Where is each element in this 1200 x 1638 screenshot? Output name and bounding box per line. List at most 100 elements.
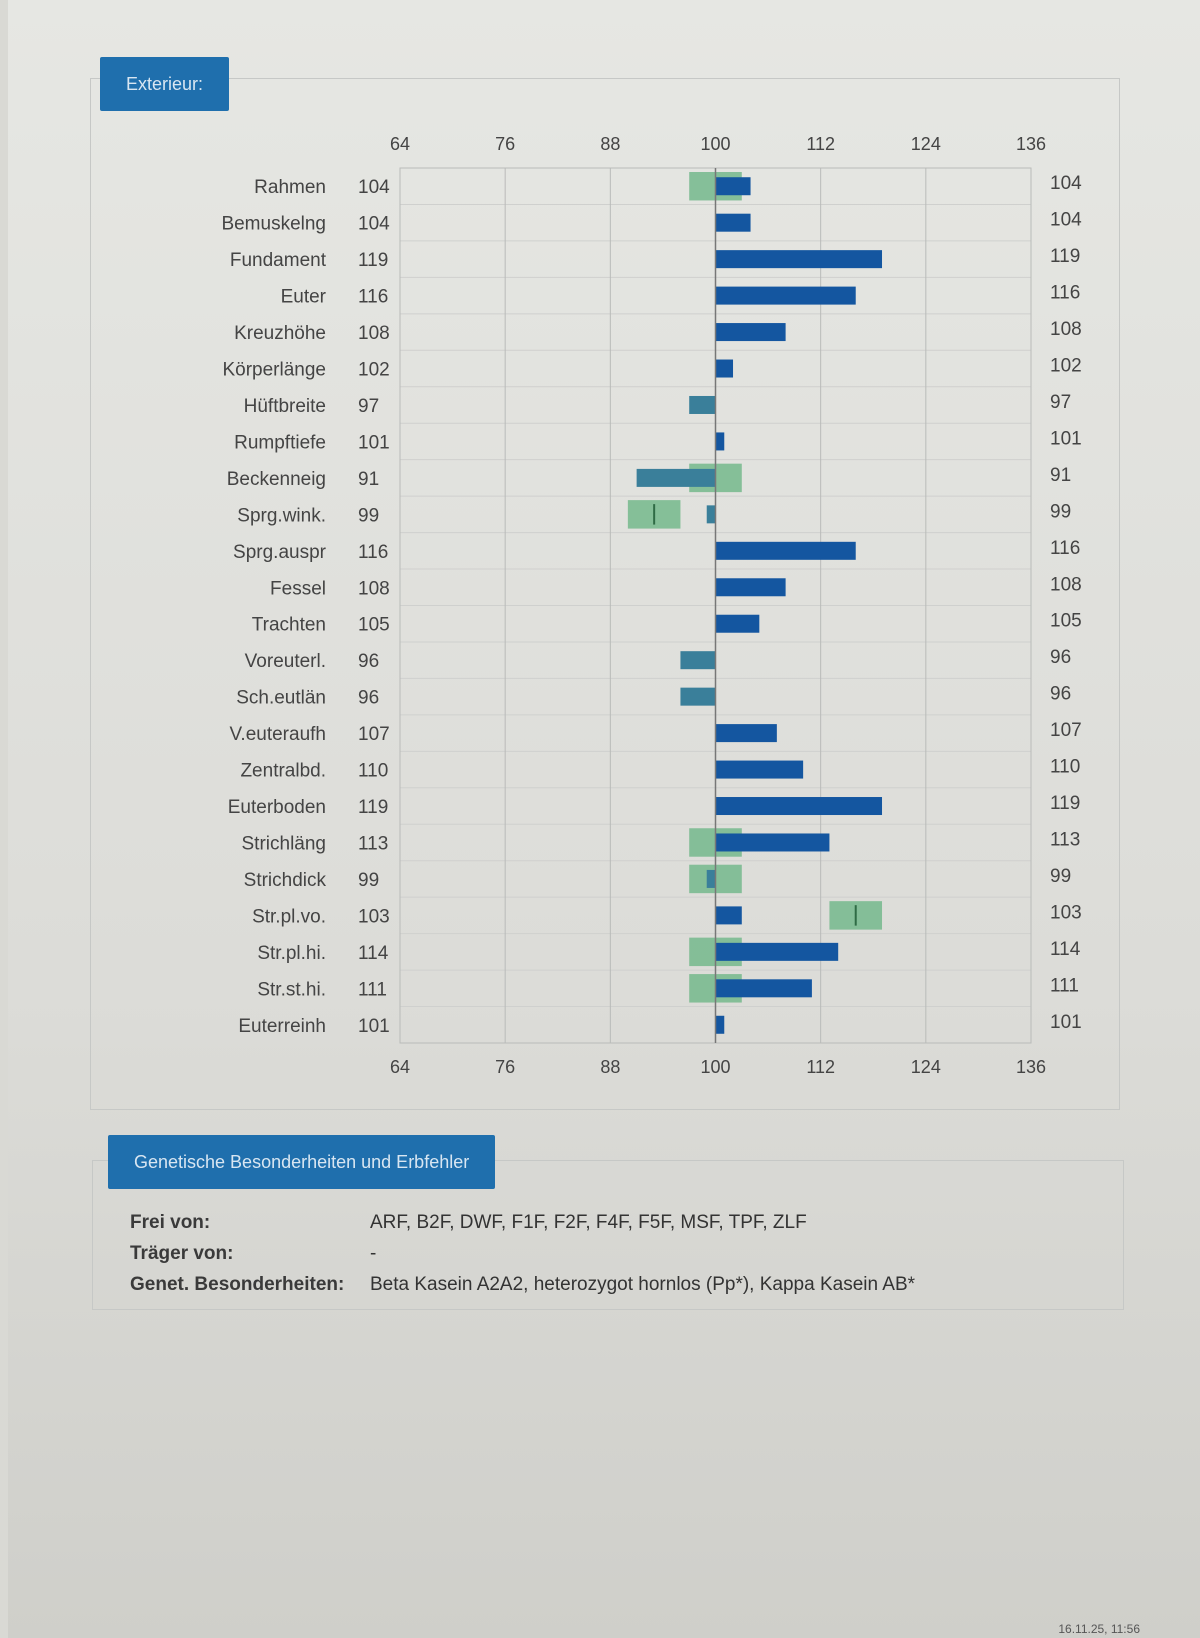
bar-Sprg.wink.	[706, 505, 716, 524]
genetics-panel	[92, 1160, 1124, 1310]
category-label: Fundament	[230, 250, 327, 271]
value-label-left: 105	[358, 615, 390, 636]
x-tick-label-top: 88	[600, 134, 620, 154]
row-value: -	[370, 1243, 377, 1264]
value-label-left: 107	[358, 724, 390, 745]
exterieur-panel	[90, 78, 1120, 1110]
bar-Kreuzhöhe	[715, 323, 786, 342]
bar-Strichläng	[715, 833, 830, 852]
bar-Strichdick	[706, 869, 716, 888]
value-label-right: 119	[1050, 793, 1080, 814]
bar-Fessel	[715, 578, 786, 597]
value-label-right: 97	[1050, 392, 1071, 413]
value-label-right: 102	[1050, 356, 1082, 377]
row-label: Träger von:	[130, 1243, 234, 1264]
bar-Trachten	[715, 614, 760, 633]
value-label-right: 91	[1050, 465, 1071, 486]
x-tick-label-bottom: 112	[806, 1057, 835, 1077]
value-label-right: 110	[1050, 757, 1080, 778]
x-tick-label-bottom: 88	[600, 1057, 620, 1077]
category-label: V.euteraufh	[230, 724, 327, 745]
row-label: Frei von:	[130, 1212, 211, 1233]
category-label: Voreuterl.	[245, 651, 326, 672]
value-label-left: 119	[358, 250, 388, 271]
bar-Str.pl.vo.	[715, 906, 742, 925]
category-label: Körperlänge	[222, 360, 326, 381]
bar-Str.pl.hi.	[715, 942, 839, 961]
value-label-left: 116	[358, 287, 388, 308]
value-label-left: 110	[358, 761, 388, 782]
genetics-row-special: Genet. Besonderheiten: Beta Kasein A2A2, …	[130, 1274, 915, 1296]
value-label-left: 111	[358, 979, 387, 1000]
category-label: Str.pl.vo.	[252, 906, 326, 927]
x-tick-label-top: 100	[700, 134, 730, 154]
footer-timestamp: 16.11.25, 11:56	[1058, 1622, 1140, 1636]
category-label: Str.pl.hi.	[257, 943, 326, 964]
value-label-left: 103	[358, 906, 390, 927]
value-label-right: 104	[1050, 210, 1082, 231]
value-label-right: 119	[1050, 246, 1080, 267]
value-label-left: 97	[358, 396, 379, 417]
category-label: Beckenneig	[227, 469, 326, 490]
value-label-left: 101	[358, 1016, 390, 1037]
value-label-right: 116	[1050, 283, 1080, 304]
category-label: Hüftbreite	[244, 396, 326, 417]
x-tick-label-top: 64	[390, 134, 410, 154]
value-label-left: 96	[358, 688, 379, 709]
bar-V.euteraufh	[715, 724, 777, 743]
category-label: Zentralbd.	[240, 761, 326, 782]
category-label: Fessel	[270, 578, 326, 599]
category-label: Str.st.hi.	[257, 979, 326, 1000]
bar-Fundament	[715, 250, 883, 269]
genetics-row-free: Frei von: ARF, B2F, DWF, F1F, F2F, F4F, F…	[130, 1212, 807, 1234]
value-label-left: 116	[358, 542, 388, 563]
bar-Bemuskelng	[715, 213, 751, 232]
value-label-left: 102	[358, 360, 390, 381]
value-label-right: 99	[1050, 866, 1071, 887]
value-label-right: 116	[1050, 538, 1080, 559]
bar-Beckenneig	[636, 468, 716, 487]
value-label-left: 108	[358, 578, 390, 599]
value-label-left: 108	[358, 323, 390, 344]
genetics-header: Genetische Besonderheiten und Erbfehler	[108, 1135, 496, 1189]
bar-Körperlänge	[715, 359, 734, 378]
bar-Hüftbreite	[689, 395, 716, 414]
value-label-left: 99	[358, 505, 379, 526]
exterieur-chart: 64 64 76 76 88 88 100 100 112 112 124 124 136 136 Rahm…	[221, 134, 1082, 1077]
value-label-left: 101	[358, 432, 390, 453]
bar-Euter	[715, 286, 856, 305]
value-label-right: 105	[1050, 611, 1082, 632]
genetics-row-carrier: Träger von: -	[130, 1243, 376, 1265]
value-label-right: 103	[1050, 902, 1082, 923]
value-label-right: 108	[1050, 319, 1082, 340]
category-label: Strichläng	[242, 833, 327, 854]
x-tick-label-bottom: 76	[495, 1057, 515, 1077]
x-tick-label-bottom: 136	[1016, 1057, 1046, 1077]
category-label: Trachten	[252, 615, 326, 636]
value-label-right: 96	[1050, 684, 1071, 705]
value-label-right: 114	[1050, 939, 1081, 960]
x-tick-label-top: 136	[1016, 134, 1046, 154]
bar-Voreuterl.	[680, 651, 716, 670]
row-label: Genet. Besonderheiten:	[130, 1274, 345, 1295]
category-label: Kreuzhöhe	[234, 323, 326, 344]
x-tick-label-top: 124	[911, 134, 941, 154]
value-label-right: 99	[1050, 501, 1071, 522]
category-label: Euterboden	[228, 797, 326, 818]
bar-Euterreinh	[715, 1015, 725, 1034]
bar-Rahmen	[715, 177, 751, 196]
x-tick-label-bottom: 100	[700, 1057, 730, 1077]
category-label: Rahmen	[254, 177, 326, 198]
value-label-left: 91	[358, 469, 379, 490]
value-label-right: 107	[1050, 720, 1082, 741]
row-value: ARF, B2F, DWF, F1F, F2F, F4F, F5F, MSF, …	[370, 1212, 807, 1233]
bar-Sprg.auspr	[715, 541, 856, 560]
bar-Zentralbd.	[715, 760, 804, 779]
value-label-right: 113	[1050, 829, 1080, 850]
value-label-left: 114	[358, 943, 389, 964]
category-label: Rumpftiefe	[234, 432, 326, 453]
category-label: Sch.eutlän	[236, 688, 326, 709]
value-label-right: 111	[1050, 975, 1079, 996]
bar-Euterboden	[715, 797, 883, 816]
value-label-right: 101	[1050, 1012, 1082, 1033]
